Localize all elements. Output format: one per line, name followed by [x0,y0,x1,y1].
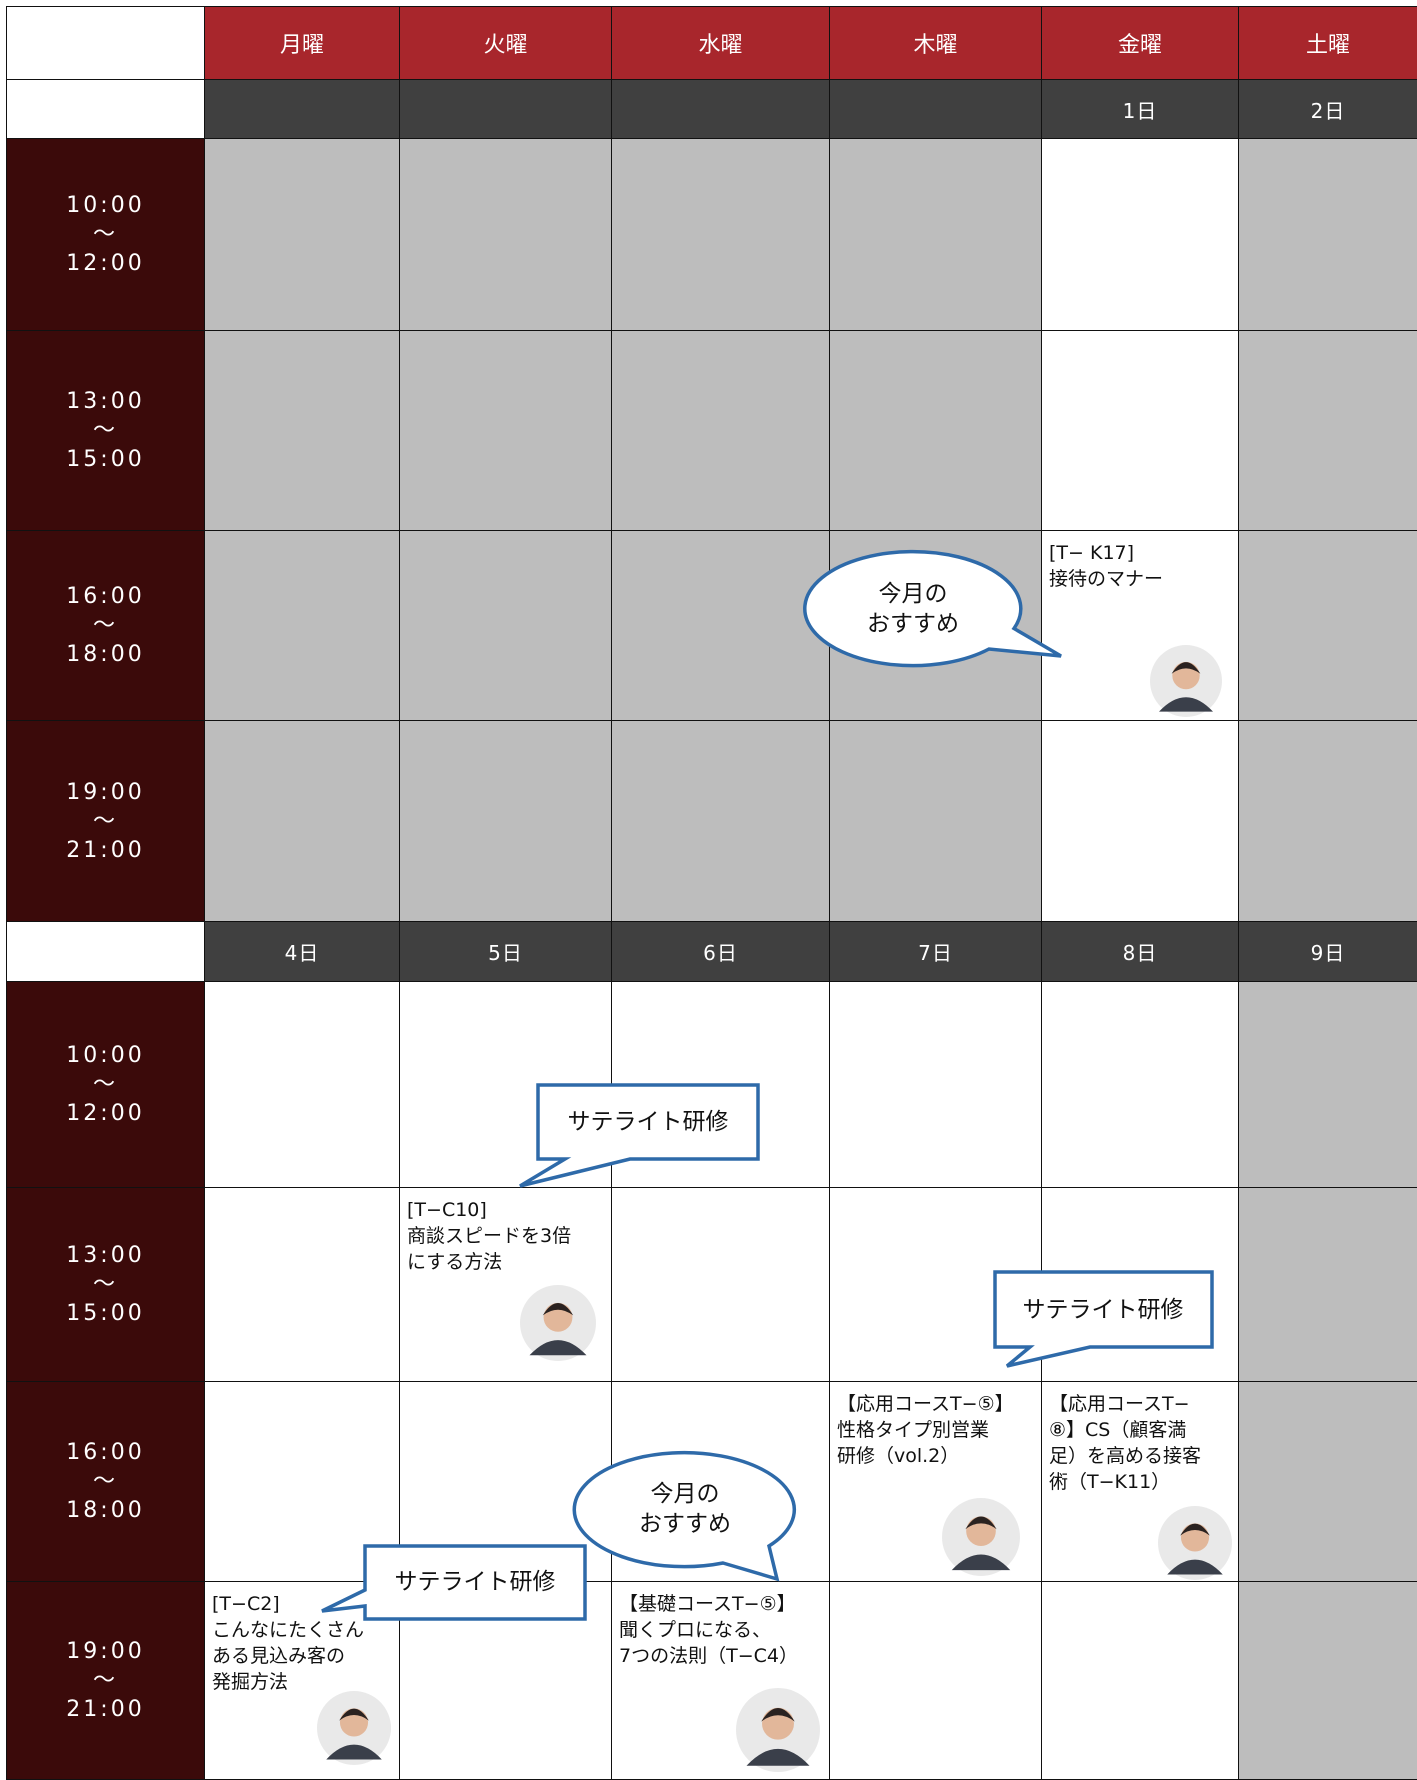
callout-text: 今月の おすすめ [639,1481,731,1537]
day-header: 月曜 [204,6,400,80]
closed-cell [204,330,400,531]
open-cell [1041,138,1239,331]
callout-text: 今月の おすすめ [867,581,959,637]
date-corner [6,79,205,139]
session-title: [T−C2] こんなにたくさん ある見込み客の 発掘方法 [212,1593,365,1693]
date-cell: 7日 [829,921,1042,982]
date-cell: 5日 [399,921,612,982]
instructor-hair [542,1303,574,1316]
day-header: 土曜 [1238,6,1417,80]
instructor-hair [1171,662,1201,674]
callout-text: サテライト研修 [1022,1297,1184,1323]
session-title: 【応用コースT−⑤】 性格タイプ別営業 研修（vol.2） [837,1393,1014,1467]
time-slot: 16:00 ～ 18:00 [6,530,205,721]
callout-bubble [519,1083,760,1188]
instructor-body [326,1744,382,1760]
instructor-hair [1180,1523,1210,1536]
session-title: [T− K17] 接待のマナー [1049,542,1164,590]
date-cell: 9日 [1238,921,1417,982]
date-corner [6,921,205,982]
open-cell [1041,720,1239,922]
instructor-body [1159,697,1213,712]
day-header: 火曜 [399,6,612,80]
session-title: 【基礎コースT−⑤】 聞くプロになる、 7つの法則（T−C4） [619,1593,798,1667]
time-slot: 16:00 ～ 18:00 [6,1381,205,1582]
time-slot: 19:00 ～ 21:00 [6,1581,205,1780]
closed-cell [1238,1581,1417,1780]
date-cell: 6日 [611,921,830,982]
callout-bubble [572,1450,796,1582]
open-cell [1041,330,1239,531]
session-title: 【応用コースT− ⑧】CS（顧客満 足）を高める接客 術（T−K11） [1049,1393,1202,1493]
closed-cell [829,138,1042,331]
open-cell [611,1187,830,1382]
closed-cell [399,530,612,721]
closed-cell [399,138,612,331]
open-cell [1041,981,1239,1188]
open-cell [1041,1581,1239,1780]
closed-cell [1238,530,1417,721]
open-cell [204,981,400,1188]
closed-cell [204,138,400,331]
session-title: [T−C10] 商談スピードを3倍 にする方法 [407,1199,572,1273]
time-slot: 10:00 ～ 12:00 [6,981,205,1188]
closed-cell [1238,1187,1417,1382]
time-slot: 13:00 ～ 15:00 [6,330,205,531]
closed-cell [204,530,400,721]
open-cell [829,1581,1042,1780]
closed-cell [204,720,400,922]
instructor-hair [761,1707,795,1722]
closed-cell [399,330,612,531]
instructor-body [529,1340,587,1356]
date-cell: 4日 [204,921,400,982]
time-slot: 19:00 ～ 21:00 [6,720,205,922]
callout-bubble [993,1270,1214,1368]
corner-cell [6,6,205,80]
instructor-body [1167,1559,1223,1575]
callout-text: サテライト研修 [567,1109,729,1135]
day-header: 金曜 [1041,6,1239,80]
closed-cell [1238,981,1417,1188]
callout-bubble [803,549,1062,668]
closed-cell [611,720,830,922]
time-slot: 13:00 ～ 15:00 [6,1187,205,1382]
date-cell: 2日 [1238,79,1417,139]
closed-cell [1238,330,1417,531]
open-cell [829,981,1042,1188]
date-cell: 1日 [1041,79,1239,139]
instructor-hair [339,1708,369,1721]
closed-cell [611,530,830,721]
instructor-body [746,1748,810,1766]
instructor-hair [965,1516,997,1530]
callout-bubble [321,1544,587,1621]
closed-cell [829,330,1042,531]
callout-text: サテライト研修 [394,1569,556,1595]
open-cell [204,1187,400,1382]
closed-cell [611,138,830,331]
instructor-body [951,1554,1011,1571]
closed-cell [1238,138,1417,331]
